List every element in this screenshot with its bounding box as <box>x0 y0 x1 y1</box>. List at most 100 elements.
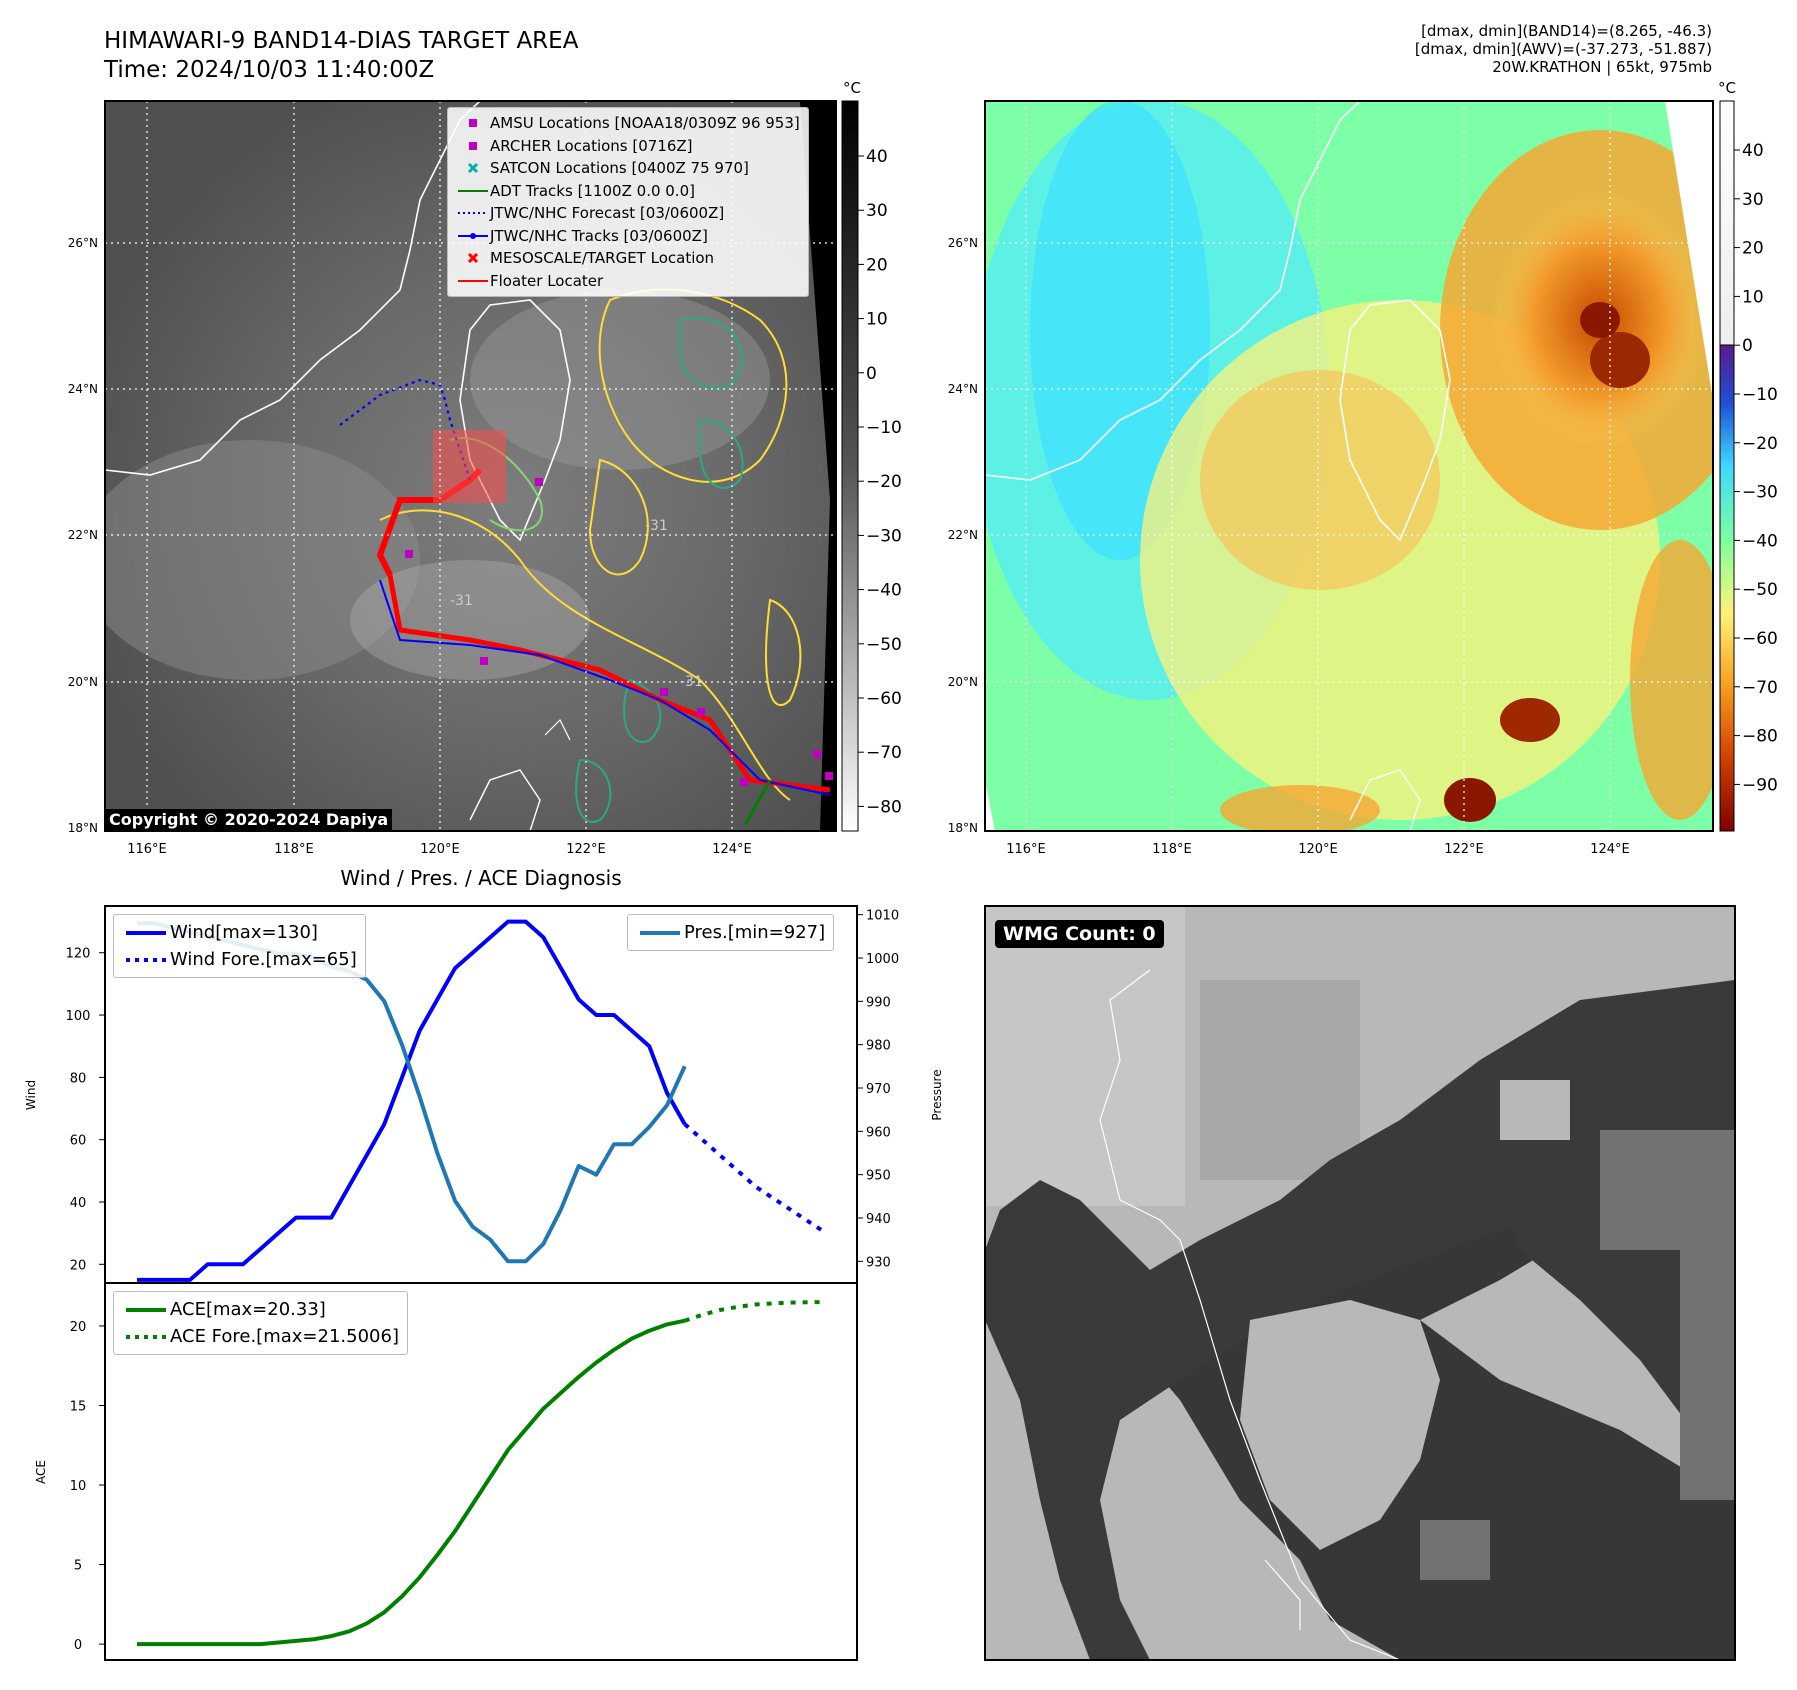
legend-symbol <box>456 185 490 197</box>
lat-tick-label: 18°N <box>948 821 978 835</box>
lon-tick-label: 116°E <box>1006 842 1046 857</box>
ir-lon-ticks: 116°E 118°E 120°E 122°E 124°E <box>127 842 752 857</box>
chart-title: Wind / Pres. / ACE Diagnosis <box>340 866 621 890</box>
ir-colorbar-tick: −50 <box>866 635 902 655</box>
awv-range: [dmax, dmin](AWV)=(-37.273, -51.887) <box>1414 40 1712 58</box>
lon-tick-label: 120°E <box>1298 842 1338 857</box>
pressure-axis-label: Pressure <box>930 1069 944 1120</box>
wv-colorbar-tick: 0 <box>1742 336 1753 356</box>
y2-tick-label: 1010 <box>866 909 899 924</box>
y-tick-label: 60 <box>70 1134 87 1149</box>
wv-colorbar-tick: −70 <box>1742 678 1778 698</box>
legend-entry: ADT Tracks [1100Z 0.0 0.0] <box>456 180 800 203</box>
legend-symbol <box>456 162 490 174</box>
wv-colorbar-tick: −90 <box>1742 775 1778 795</box>
y2-tick-label: 970 <box>866 1082 891 1097</box>
wv-colorbar-tick: −60 <box>1742 629 1778 649</box>
ir-colorbar-tick: −20 <box>866 472 902 492</box>
lat-tick-label: 22°N <box>68 528 98 542</box>
lat-tick-label: 20°N <box>948 675 978 689</box>
y-tick-label: 10 <box>70 1479 87 1494</box>
lon-tick-label: 124°E <box>1590 842 1630 857</box>
wmg-frame <box>984 905 1736 1661</box>
ir-colorbar-tick: 20 <box>866 255 888 275</box>
legend-wind-fore: Wind Fore.[max=65] <box>126 949 357 970</box>
legend-entry: SATCON Locations [0400Z 75 970] <box>456 157 800 180</box>
ir-colorbar-tick: −80 <box>866 797 902 817</box>
y-tick-label: 20 <box>70 1320 87 1335</box>
y-tick-label: 15 <box>70 1399 87 1414</box>
lon-tick-label: 122°E <box>1444 842 1484 857</box>
ir-frame <box>104 100 837 832</box>
ir-colorbar-tick: −60 <box>866 689 902 709</box>
legend-label: JTWC/NHC Tracks [03/0600Z] <box>490 226 708 245</box>
pressure-yticks: 930 940 950 960 970 980 990 1000 1010 <box>857 909 899 1270</box>
legend-entry: ARCHER Locations [0716Z] <box>456 135 800 158</box>
ir-colorbar-tick: 30 <box>866 201 888 221</box>
ir-colorbar-tick: −70 <box>866 743 902 763</box>
ir-colorbar-ticks: 40 30 20 10 0 −10 −20 −30 −40 −50 −60 −70 −80 <box>858 147 902 817</box>
wv-colorbar-tick: −50 <box>1742 580 1778 600</box>
wv-colorbar-tick: −20 <box>1742 434 1778 454</box>
y2-tick-label: 980 <box>866 1039 891 1054</box>
legend-label: ADT Tracks [1100Z 0.0 0.0] <box>490 181 695 200</box>
lon-tick-label: 120°E <box>420 842 460 857</box>
y2-tick-label: 990 <box>866 995 891 1010</box>
wv-colorbar-tick: 30 <box>1742 190 1764 210</box>
legend-label: Floater Locater <box>490 271 604 290</box>
legend-symbol <box>456 230 490 242</box>
band14-range: [dmax, dmin](BAND14)=(8.265, -46.3) <box>1421 22 1712 40</box>
legend-symbol <box>456 207 490 219</box>
series-line <box>684 1300 827 1323</box>
y-tick-label: 20 <box>70 1258 87 1273</box>
wv-frame <box>984 100 1714 832</box>
wv-colorbar-tick: −80 <box>1742 727 1778 747</box>
ir-colorbar-tick: −40 <box>866 581 902 601</box>
wv-lon-ticks: 116°E 118°E 120°E 122°E 124°E <box>1006 842 1630 857</box>
lat-tick-label: 26°N <box>948 236 978 250</box>
legend-label: ARCHER Locations [0716Z] <box>490 136 693 155</box>
legend-entry: JTWC/NHC Tracks [03/0600Z] <box>456 225 800 248</box>
legend-label: MESOSCALE/TARGET Location <box>490 249 715 268</box>
y-tick-label: 0 <box>74 1638 82 1653</box>
wv-colorbar-tick: −30 <box>1742 483 1778 503</box>
legend-label: AMSU Locations [NOAA18/0309Z 96 953] <box>490 114 800 133</box>
lat-tick-label: 24°N <box>948 382 978 396</box>
wv-colorbar-tick: −40 <box>1742 531 1778 551</box>
lat-tick-label: 24°N <box>68 382 98 396</box>
contour-label-a: -31 <box>680 674 703 690</box>
lon-tick-label: 116°E <box>127 842 167 857</box>
ir-colorbar-tick: 40 <box>866 147 888 167</box>
lat-tick-label: 26°N <box>68 236 98 250</box>
ace-lines <box>137 1300 827 1647</box>
ir-colorbar <box>841 100 859 832</box>
y-tick-label: 40 <box>70 1196 87 1211</box>
ir-colorbar-tick: 10 <box>866 310 888 330</box>
legend-label: JTWC/NHC Forecast [03/0600Z] <box>490 204 725 223</box>
legend-symbol <box>456 117 490 129</box>
legend-symbol <box>456 140 490 152</box>
lon-tick-label: 118°E <box>274 842 314 857</box>
lon-tick-label: 118°E <box>1152 842 1192 857</box>
copyright-badge: Copyright © 2020-2024 Dapiya <box>105 809 393 830</box>
legend-entry: AMSU Locations [NOAA18/0309Z 96 953] <box>456 112 800 135</box>
ir-colorbar-unit: °C <box>843 79 861 97</box>
legend-symbol <box>456 275 490 287</box>
ace-yticks: 0 5 10 15 20 <box>70 1320 105 1653</box>
wv-colorbar-tick: 10 <box>1742 287 1764 307</box>
lat-tick-label: 20°N <box>68 675 98 689</box>
wv-imagery <box>985 101 1713 831</box>
wv-colorbar-tick: 20 <box>1742 239 1764 259</box>
series-line <box>137 1318 686 1647</box>
wind-yticks: 20 40 60 80 100 120 <box>66 947 105 1273</box>
wv-colorbar-tick: −10 <box>1742 385 1778 405</box>
pres-legend: Pres.[min=927] <box>627 914 835 951</box>
wind-legend: Wind[max=130] Wind Fore.[max=65] <box>113 914 366 978</box>
ir-lat-ticks: 26°N 24°N 22°N 20°N 18°N <box>68 236 98 835</box>
y2-tick-label: 1000 <box>866 952 899 967</box>
wind-axis-label: Wind <box>24 1080 38 1110</box>
y-tick-label: 100 <box>66 1009 91 1024</box>
lon-tick-label: 122°E <box>566 842 606 857</box>
y-tick-label: 80 <box>70 1071 87 1086</box>
